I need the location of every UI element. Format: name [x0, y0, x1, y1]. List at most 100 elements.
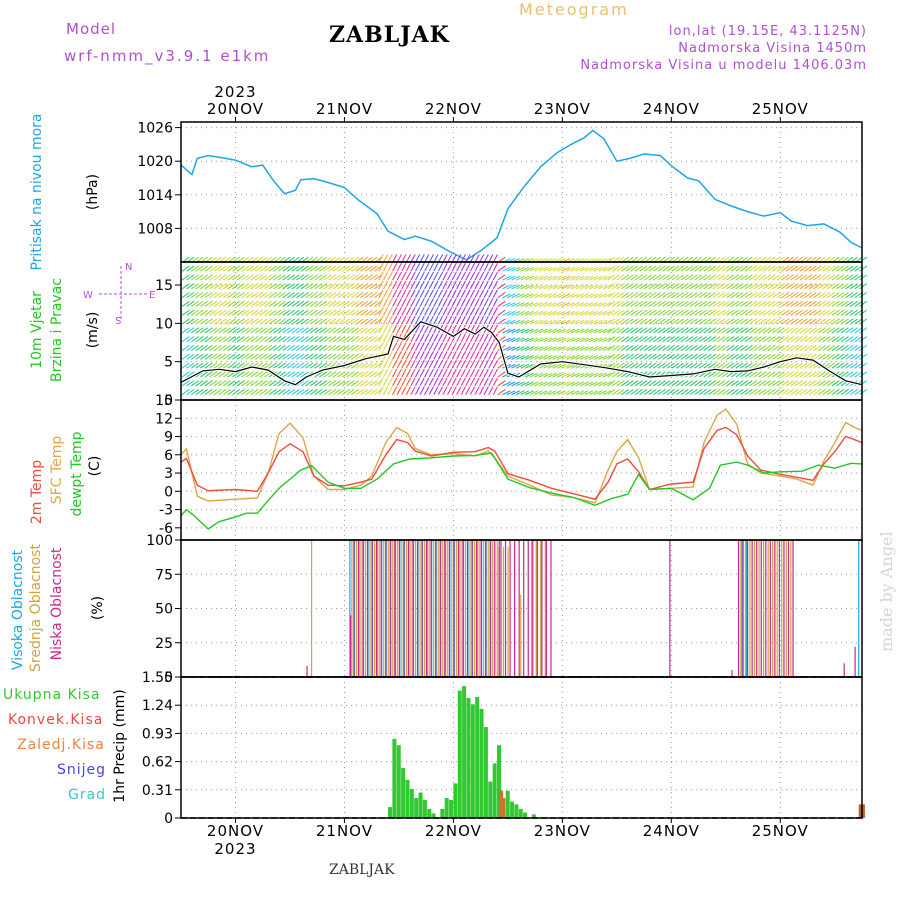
wind-arrow: [772, 380, 781, 387]
wind-arrow: [200, 389, 209, 396]
wind-arrow: [657, 327, 666, 334]
precip-bar: [388, 807, 393, 818]
wind-arrow: [854, 318, 863, 325]
wind-arrow: [419, 254, 425, 263]
wind-arrow: [401, 324, 407, 334]
wind-arrow: [181, 362, 190, 369]
wind-arrow: [245, 265, 254, 272]
wind-arrow: [781, 292, 790, 299]
wind-arrow: [653, 300, 662, 307]
wind-arrow: [740, 353, 749, 360]
wind-arrow: [277, 292, 286, 299]
wind-arrow: [584, 390, 594, 396]
wind-arrow: [621, 292, 630, 299]
wind-arrow: [639, 353, 648, 360]
wind-arrow: [186, 336, 195, 343]
wind-arrow: [785, 327, 794, 334]
wind-arrow: [259, 353, 268, 360]
wind-arrow: [644, 336, 652, 343]
wind-arrow: [593, 266, 603, 272]
wind-arrow: [598, 311, 607, 316]
precip-bar: [858, 804, 863, 818]
wind-arrow: [804, 371, 813, 378]
wind-arrow: [753, 283, 762, 290]
temperature-ytick-label: -6: [159, 521, 173, 537]
wind-arrow: [538, 319, 548, 325]
wind-arrow: [442, 315, 448, 325]
wind-arrow: [396, 342, 402, 351]
wind-arrow: [708, 309, 717, 316]
wind-arrow: [511, 275, 520, 281]
wind-arrow: [666, 336, 675, 343]
wind-arrow: [557, 372, 566, 378]
clouds-ytick-label: 0: [164, 670, 173, 686]
wind-arrow: [749, 389, 758, 396]
wind-arrow: [772, 283, 781, 290]
wind-arrow: [822, 283, 831, 290]
wind-arrow: [332, 274, 341, 281]
wind-arrow: [305, 318, 314, 325]
wind-arrow: [827, 389, 836, 396]
wind-arrow: [433, 289, 439, 298]
wind-arrow: [735, 327, 744, 334]
wind-arrow: [451, 386, 457, 395]
wind-arrow: [762, 274, 771, 281]
wind-arrow: [580, 319, 589, 325]
precip-bar: [457, 690, 462, 818]
wind-arrow: [703, 265, 712, 272]
wind-arrow: [785, 292, 794, 299]
wind-arrow: [726, 327, 735, 334]
wind-arrow: [273, 318, 282, 325]
wind-arrow: [369, 327, 378, 334]
wind-arrow: [561, 346, 571, 352]
wind-arrow: [602, 302, 612, 307]
wind-arrow: [712, 353, 721, 360]
wind-arrow: [483, 351, 489, 360]
wind-arrow: [502, 311, 511, 316]
wind-arrow: [186, 389, 195, 396]
wind-arrow: [309, 327, 318, 334]
wind-arrow: [744, 265, 753, 272]
wind-arrow: [190, 344, 199, 351]
wind-arrow: [840, 389, 849, 396]
wind-arrow: [570, 328, 580, 334]
wind-arrow: [648, 318, 657, 325]
wind-arrow: [378, 298, 384, 307]
wind-arrow: [364, 318, 373, 325]
wind-arrow: [845, 318, 854, 325]
wind-arrow: [474, 360, 480, 369]
wind-arrow: [813, 389, 822, 396]
wind-arrow: [735, 336, 744, 343]
wind-arrow: [428, 254, 434, 263]
wind-arrow: [762, 336, 771, 343]
precip-bar: [523, 812, 528, 818]
wind-arrow: [282, 265, 291, 272]
wind-arrow: [195, 327, 204, 334]
wind-arrow: [840, 336, 849, 343]
wind-arrow: [296, 380, 305, 387]
wind-arrow: [364, 309, 373, 316]
wind-arrow: [200, 292, 209, 299]
wind-arrow: [360, 318, 369, 325]
wind-arrow: [236, 292, 245, 299]
wind-arrow: [845, 344, 854, 351]
wind-arrow: [639, 362, 648, 369]
wind-arrow: [685, 283, 694, 290]
wind-arrow: [415, 324, 421, 334]
wind-arrow: [419, 368, 425, 378]
wind-arrow: [566, 302, 575, 307]
wind-arrow: [369, 265, 378, 272]
wind-arrow: [369, 336, 378, 343]
wind-arrow: [671, 274, 680, 281]
wind-arrow: [717, 389, 726, 396]
wind-arrow: [543, 275, 552, 281]
wind-arrow: [657, 380, 666, 387]
wind-arrow: [277, 274, 286, 281]
wind-arrow: [735, 318, 744, 325]
wind-arrow: [483, 342, 489, 351]
wind-arrow: [506, 319, 516, 325]
wind-arrow: [717, 292, 726, 299]
wind-arrow: [520, 328, 530, 334]
wind-arrow: [799, 265, 808, 272]
wind-arrow: [785, 344, 794, 351]
